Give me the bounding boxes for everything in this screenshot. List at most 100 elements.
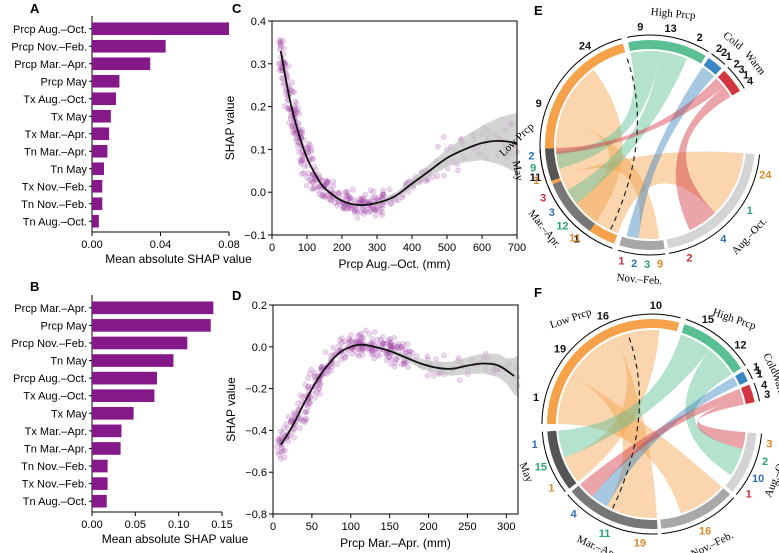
segment-count-label: 1 xyxy=(618,256,624,268)
segment-count-label: 19 xyxy=(634,537,646,549)
scatter-point xyxy=(282,103,288,109)
scatter-point xyxy=(280,447,287,454)
scatter-point xyxy=(280,45,287,52)
scatter-point xyxy=(374,352,380,359)
segment-count-label: 2 xyxy=(686,252,692,264)
scatter-point xyxy=(380,340,386,346)
scatter-point xyxy=(280,38,287,44)
scatter-point xyxy=(276,39,282,46)
scatter-point xyxy=(299,126,306,133)
chord-ribbon xyxy=(675,87,731,231)
scatter-point xyxy=(390,341,397,348)
scatter-point xyxy=(369,347,375,354)
scatter-chart-c: 0 100 200 300 400 500 600 700 −0.1 0.0 0.1 0.2 0.3 0.… xyxy=(223,16,526,271)
scatter-point xyxy=(390,343,397,350)
segment-count-label: 1 xyxy=(573,234,579,246)
scatter-point xyxy=(288,418,295,424)
scatter-point xyxy=(288,419,294,425)
scatter-point xyxy=(376,208,383,215)
scatter-point xyxy=(299,130,305,137)
x-tick-label: 100 xyxy=(298,242,316,254)
bar xyxy=(92,319,211,332)
scatter-point xyxy=(279,75,285,81)
x-tick-label: 0.04 xyxy=(150,239,171,251)
y-tick-label: Tx Mar.–Apr. xyxy=(25,129,87,141)
scatter-point xyxy=(358,346,365,352)
scatter-point xyxy=(279,445,285,452)
segment-count-label: 9 xyxy=(530,163,536,175)
scatter-point xyxy=(380,191,387,197)
scatter-point xyxy=(344,189,351,196)
scatter-point xyxy=(286,119,293,126)
x-tick-label: 400 xyxy=(403,242,421,254)
scatter-point xyxy=(394,344,401,350)
y-tick-label: Prcp May xyxy=(41,320,88,332)
scatter-point xyxy=(358,336,365,342)
scatter-point xyxy=(369,348,376,355)
scatter-point xyxy=(297,417,304,423)
scatter-point xyxy=(357,338,363,345)
scatter-point xyxy=(296,110,302,117)
scatter-point xyxy=(373,207,379,213)
scatter-point xyxy=(302,409,308,415)
segment-count-label: 4 xyxy=(571,509,578,521)
chord-ribbon xyxy=(560,69,623,223)
scatter-point xyxy=(372,212,379,219)
scatter-point xyxy=(328,367,334,374)
scatter-point xyxy=(356,353,362,360)
scatter-point xyxy=(309,186,316,192)
scatter-point xyxy=(346,339,352,346)
bar xyxy=(92,214,99,228)
segment-count-label: 24 xyxy=(579,40,592,52)
segment-outer-arc xyxy=(547,186,588,236)
scatter-point xyxy=(387,342,394,349)
scatter-point xyxy=(370,206,377,213)
scatter-point xyxy=(361,345,367,352)
scatter-point xyxy=(371,207,378,214)
scatter-point xyxy=(319,363,325,370)
x-tick-label: 300 xyxy=(368,242,386,254)
fit-curve xyxy=(280,343,515,446)
scatter-point xyxy=(334,361,340,367)
y-tick-label: Tn May xyxy=(50,356,87,368)
bar-chart-b: Prcp Mar.–Apr. Prcp May Prcp Nov.–Feb. Tn M… xyxy=(11,295,249,546)
segment-count-label: 3 xyxy=(644,259,650,271)
scatter-point xyxy=(305,170,311,177)
chord-ribbon xyxy=(556,117,660,239)
scatter-point xyxy=(316,391,323,397)
scatter-point xyxy=(362,327,369,334)
scatter-point xyxy=(347,195,353,202)
bar xyxy=(92,354,174,367)
bar xyxy=(92,109,111,123)
segment-outer-arc xyxy=(746,368,753,380)
scatter-point xyxy=(386,186,393,193)
scatter-point xyxy=(355,346,362,352)
scatter-point xyxy=(344,350,350,357)
scatter-point xyxy=(306,398,313,405)
scatter-point xyxy=(405,364,411,371)
scatter-point xyxy=(433,356,439,363)
chord-ribbon xyxy=(579,388,743,497)
scatter-point xyxy=(349,338,355,344)
scatter-point xyxy=(299,156,305,163)
scatter-point xyxy=(275,449,282,455)
panel-label-d: D xyxy=(232,288,241,303)
segment-count-label: 9 xyxy=(637,21,643,33)
scatter-point xyxy=(285,438,292,445)
segment-count-label: 1 xyxy=(533,175,539,187)
y-tick-label: Prcp Nov.–Feb. xyxy=(11,338,87,350)
scatter-point xyxy=(278,449,285,455)
plot-frame xyxy=(271,20,518,236)
scatter-point xyxy=(297,414,304,421)
segment-count-label: 3 xyxy=(764,389,770,401)
bar xyxy=(92,301,214,315)
scatter-point xyxy=(303,415,309,422)
scatter-point xyxy=(316,386,323,392)
segment-count-label: 16 xyxy=(597,311,609,323)
segment-count-label: 4 xyxy=(747,76,754,88)
scatter-point xyxy=(319,364,325,371)
scatter-point xyxy=(370,188,377,195)
scatter-point xyxy=(304,408,311,415)
scatter-point xyxy=(345,195,352,202)
x-tick-label: 50 xyxy=(306,521,318,533)
